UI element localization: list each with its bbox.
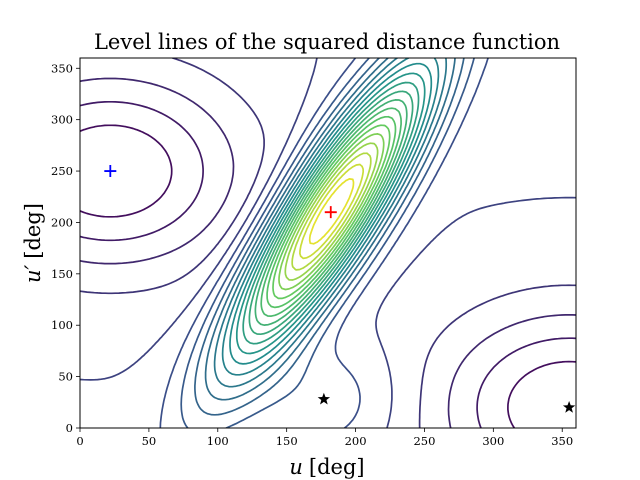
contour-level-5 — [80, 58, 576, 428]
x-axis-label: u [deg] — [289, 455, 364, 479]
x-tick-label: 0 — [76, 434, 83, 448]
contour-level-23 — [299, 163, 365, 260]
contour-level-21 — [284, 142, 379, 281]
x-tick-label: 300 — [482, 434, 504, 448]
y-tick-label: 250 — [51, 164, 73, 178]
contour-level-2 — [80, 100, 576, 428]
x-tick-label: 50 — [142, 434, 157, 448]
marker-star-corner — [562, 400, 576, 413]
contour-level-19 — [272, 124, 391, 300]
y-axis-label: u′ [deg] — [21, 203, 45, 283]
contour-level-14 — [242, 81, 420, 345]
x-tick-label: 200 — [345, 434, 367, 448]
contour-level-12 — [229, 62, 433, 365]
contour-level-24 — [308, 178, 355, 245]
marker-star-saddle — [317, 392, 331, 405]
contour-level-17 — [260, 107, 402, 317]
contour-level-7 — [180, 58, 475, 428]
contour-level-15 — [248, 90, 414, 336]
contour-level-6 — [159, 58, 489, 428]
y-tick-label: 200 — [51, 215, 73, 229]
contour-level-1 — [80, 124, 576, 428]
contour-level-22 — [291, 152, 372, 271]
contour-level-16 — [254, 99, 408, 326]
contour-level-11 — [221, 58, 440, 376]
markers — [104, 165, 576, 413]
contour-level-20 — [278, 133, 385, 291]
contour-lines — [80, 58, 576, 428]
x-tick-label: 350 — [551, 434, 573, 448]
y-tick-label: 350 — [51, 61, 73, 75]
x-tick-label: 250 — [413, 434, 435, 448]
contour-level-18 — [266, 115, 397, 309]
chart-title: Level lines of the squared distance func… — [94, 30, 560, 54]
contour-level-3 — [80, 77, 576, 428]
marker-plus-blue — [104, 165, 117, 178]
contour-level-13 — [235, 72, 426, 355]
y-axis-label-var: u′ — [21, 264, 45, 283]
y-tick-label: 0 — [66, 421, 73, 435]
y-axis-ticks: 0 50 100 150 200 250 300 350 — [51, 61, 80, 435]
contour-level-9 — [204, 58, 456, 401]
contour-level-4 — [80, 58, 576, 428]
y-axis-label-unit: [deg] — [21, 203, 45, 259]
y-tick-label: 50 — [58, 370, 73, 384]
x-axis-ticks: 0 50 100 150 200 250 300 350 — [76, 428, 573, 448]
x-axis-label-var: u — [289, 455, 303, 479]
contour-level-8 — [194, 58, 465, 416]
x-tick-label: 100 — [207, 434, 229, 448]
contour-level-10 — [213, 58, 448, 388]
plot-frame — [79, 57, 577, 429]
y-tick-label: 150 — [51, 267, 73, 281]
y-tick-label: 100 — [51, 318, 73, 332]
marker-plus-red — [324, 206, 337, 219]
x-tick-label: 150 — [276, 434, 298, 448]
y-tick-label: 300 — [51, 113, 73, 127]
x-axis-label-unit: [deg] — [309, 455, 365, 479]
